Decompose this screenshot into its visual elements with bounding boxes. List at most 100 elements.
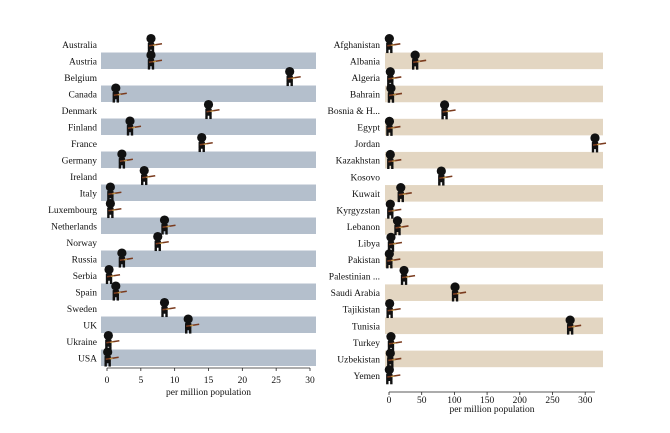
right-category-label: Kazakhstan — [336, 157, 381, 167]
left-x-tick-label: 0 — [105, 376, 110, 386]
left-category-label: Spain — [75, 288, 97, 298]
right-data-point — [384, 365, 401, 385]
right-row-band — [385, 151, 603, 169]
right-data-point — [386, 232, 403, 252]
left-data-point — [183, 314, 200, 334]
left-x-tick-label: 20 — [238, 376, 248, 386]
right-row-band — [385, 317, 603, 335]
left-data-point — [203, 99, 220, 120]
right-x-tick-label: 200 — [513, 396, 528, 406]
right-data-point — [385, 199, 402, 219]
right-data-point — [565, 315, 582, 335]
left-category-label: Ukraine — [66, 338, 97, 348]
right-data-point — [439, 100, 456, 120]
right-category-label: Kuwait — [352, 190, 380, 200]
right-category-label: Tunisia — [352, 322, 381, 332]
left-row-band — [101, 184, 316, 201]
left-row-band — [101, 85, 316, 102]
left-data-point — [146, 33, 163, 54]
right-category-label: Palestinian ... — [329, 273, 380, 283]
left-data-point — [104, 264, 121, 285]
left-x-tick-label: 10 — [170, 376, 180, 386]
left-data-point — [111, 281, 127, 301]
left-category-label: Denmark — [62, 107, 98, 117]
left-category-label: Luxembourg — [48, 206, 97, 216]
right-data-point — [392, 216, 409, 236]
left-category-label: Finland — [68, 123, 97, 133]
left-data-point — [111, 83, 127, 103]
right-data-point — [385, 67, 402, 87]
left-data-point — [103, 330, 120, 351]
right-category-label: Bosnia & H... — [327, 107, 380, 117]
right-x-tick-label: 150 — [480, 396, 495, 406]
left-category-label: Australia — [62, 41, 98, 51]
right-row-band — [385, 85, 603, 103]
left-category-label: Serbia — [73, 272, 98, 282]
left-category-label: Sweden — [67, 305, 97, 315]
right-category-label: Algeria — [352, 74, 381, 84]
left-data-point — [285, 66, 301, 87]
left-category-label: Ireland — [70, 173, 97, 183]
left-row-band — [101, 151, 316, 168]
left-x-axis-label: per million population — [166, 388, 251, 398]
left-row-band — [101, 316, 316, 333]
right-category-label: Jordan — [355, 140, 381, 150]
left-category-label: Canada — [69, 90, 98, 100]
right-data-point — [385, 348, 402, 368]
left-row-band — [101, 217, 316, 234]
right-category-label: Bahrain — [350, 90, 380, 100]
right-category-label: Pakistan — [348, 256, 380, 266]
right-row-band — [385, 251, 603, 268]
left-row-band — [101, 283, 316, 300]
left-category-label: Norway — [66, 239, 97, 249]
left-row-band — [101, 349, 316, 366]
left-category-label: Germany — [62, 156, 98, 166]
right-category-label: Lebanon — [347, 223, 380, 233]
left-data-point — [146, 50, 163, 70]
right-data-point — [385, 149, 402, 169]
left-data-point — [159, 297, 176, 318]
right-data-point — [590, 133, 607, 153]
right-category-label: Afghanistan — [334, 40, 381, 51]
right-data-point — [399, 265, 416, 285]
left-category-label: USA — [78, 354, 97, 364]
left-category-label: Austria — [69, 57, 98, 67]
right-x-tick-label: 100 — [447, 396, 462, 406]
left-category-label: UK — [83, 321, 97, 331]
right-data-point — [450, 282, 467, 302]
right-category-label: Kosovo — [350, 173, 380, 183]
left-data-point — [139, 165, 156, 186]
right-category-label: Yemen — [354, 372, 381, 382]
left-category-label: Italy — [80, 189, 98, 199]
left-data-point — [125, 116, 142, 136]
right-category-label: Saudi Arabia — [331, 289, 381, 299]
left-category-label: Russia — [72, 255, 98, 265]
left-x-tick-label: 30 — [305, 376, 315, 386]
left-data-point — [117, 149, 134, 169]
left-x-tick-label: 5 — [138, 376, 143, 386]
left-row-band — [101, 52, 316, 69]
right-data-point — [436, 166, 453, 186]
right-data-point — [385, 298, 401, 319]
right-panel: Afghanistan Albania Algeria Bahrain Bosnia &… — [327, 33, 607, 415]
left-x-tick-label: 25 — [271, 376, 281, 386]
right-x-tick-label: 0 — [387, 396, 392, 406]
right-row-band — [385, 218, 603, 235]
right-x-tick-label: 250 — [545, 396, 560, 406]
right-category-label: Kyrgyzstan — [336, 206, 380, 216]
left-row-band — [101, 118, 316, 135]
right-category-label: Tajikistan — [343, 306, 381, 316]
right-row-band — [385, 118, 603, 136]
left-data-point — [159, 215, 176, 235]
right-data-point — [396, 183, 412, 203]
left-panel: Australia Austria Belgium Canada Denmark Finl… — [48, 33, 316, 398]
right-category-label: Albania — [350, 57, 381, 67]
right-row-band — [385, 350, 603, 368]
right-x-tick-label: 50 — [417, 396, 427, 406]
right-data-point — [410, 50, 427, 70]
left-row-band — [101, 250, 316, 267]
left-category-label: Netherlands — [51, 222, 97, 232]
right-x-tick-label: 300 — [578, 396, 593, 406]
right-data-point — [386, 83, 403, 103]
